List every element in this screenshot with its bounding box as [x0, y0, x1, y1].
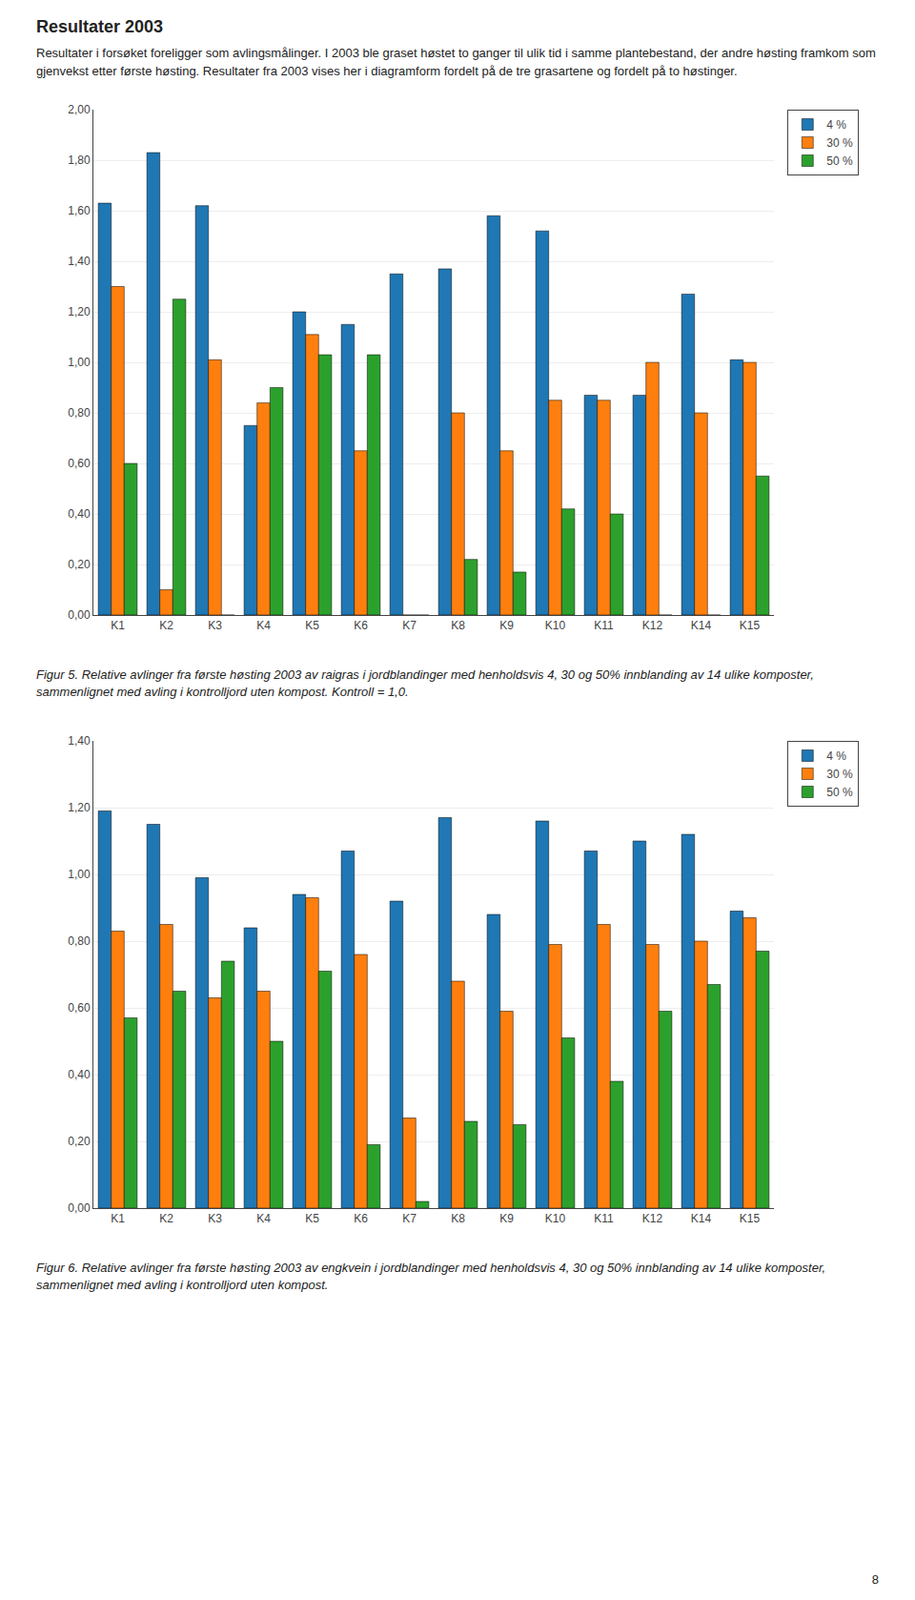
svg-text:K2: K2: [159, 1211, 174, 1225]
svg-text:K9: K9: [499, 1211, 514, 1225]
svg-text:K10: K10: [545, 1211, 567, 1225]
svg-text:K4: K4: [256, 618, 271, 632]
svg-text:K8: K8: [450, 1211, 466, 1225]
svg-text:1,00: 1,00: [67, 355, 91, 369]
html-text:8: 8: [871, 1571, 879, 1586]
svg-text:2,00: 2,00: [67, 102, 91, 117]
svg-text:K15: K15: [739, 618, 761, 632]
svg-text:0,80: 0,80: [67, 934, 91, 948]
svg-text:0,20: 0,20: [67, 1134, 91, 1148]
svg-text:1,00: 1,00: [67, 867, 91, 881]
svg-text:1,40: 1,40: [67, 733, 91, 748]
svg-text:0,80: 0,80: [67, 406, 91, 420]
svg-text:1,40: 1,40: [67, 254, 91, 268]
html-text:Figur 6. Relative avlinger fra: Figur 6. Relative avlinger fra første hø…: [36, 1260, 826, 1292]
html-text:Resultater 2003: Resultater 2003: [36, 17, 164, 37]
svg-text:K12: K12: [642, 618, 664, 632]
svg-text:4 %: 4 %: [826, 118, 847, 132]
svg-text:1,20: 1,20: [67, 305, 91, 319]
svg-text:K7: K7: [402, 1211, 417, 1225]
svg-text:0,00: 0,00: [67, 1200, 91, 1215]
svg-text:K3: K3: [207, 1211, 223, 1225]
svg-text:K9: K9: [499, 618, 514, 632]
svg-text:0,20: 0,20: [67, 557, 91, 571]
svg-text:K14: K14: [691, 618, 712, 632]
svg-text:1,20: 1,20: [67, 800, 91, 814]
svg-text:K11: K11: [593, 1211, 614, 1225]
html-text:Figur 5. Relative avlinger fra: Figur 5. Relative avlinger fra første hø…: [36, 666, 814, 699]
svg-text:K1: K1: [110, 618, 125, 632]
html-text:Resultater i forsøket foreligg: Resultater i forsøket foreligger som avl…: [36, 45, 876, 78]
svg-text:K1: K1: [110, 1211, 125, 1225]
svg-text:K2: K2: [159, 618, 174, 632]
svg-text:50 %: 50 %: [826, 154, 854, 168]
svg-text:K8: K8: [450, 618, 466, 632]
svg-text:K6: K6: [353, 1211, 368, 1225]
svg-text:K6: K6: [353, 618, 368, 632]
svg-text:K4: K4: [256, 1211, 271, 1225]
svg-text:4 %: 4 %: [826, 749, 847, 763]
svg-text:K5: K5: [305, 1211, 320, 1225]
svg-text:30 %: 30 %: [826, 136, 854, 150]
svg-text:0,60: 0,60: [67, 456, 91, 470]
svg-text:K10: K10: [545, 618, 567, 632]
svg-text:0,40: 0,40: [67, 1067, 91, 1081]
svg-text:30 %: 30 %: [826, 767, 854, 781]
svg-text:K11: K11: [593, 618, 614, 632]
svg-text:K14: K14: [691, 1211, 712, 1225]
svg-text:0,40: 0,40: [67, 507, 91, 521]
svg-text:K7: K7: [402, 618, 417, 632]
svg-text:1,60: 1,60: [67, 203, 91, 218]
svg-text:50 %: 50 %: [826, 785, 854, 799]
svg-text:K15: K15: [739, 1211, 761, 1225]
svg-text:K12: K12: [642, 1211, 664, 1225]
svg-text:K3: K3: [207, 618, 223, 632]
svg-text:1,80: 1,80: [67, 153, 91, 167]
svg-text:0,00: 0,00: [67, 608, 91, 622]
svg-text:K5: K5: [305, 618, 320, 632]
svg-text:0,60: 0,60: [67, 1000, 91, 1015]
